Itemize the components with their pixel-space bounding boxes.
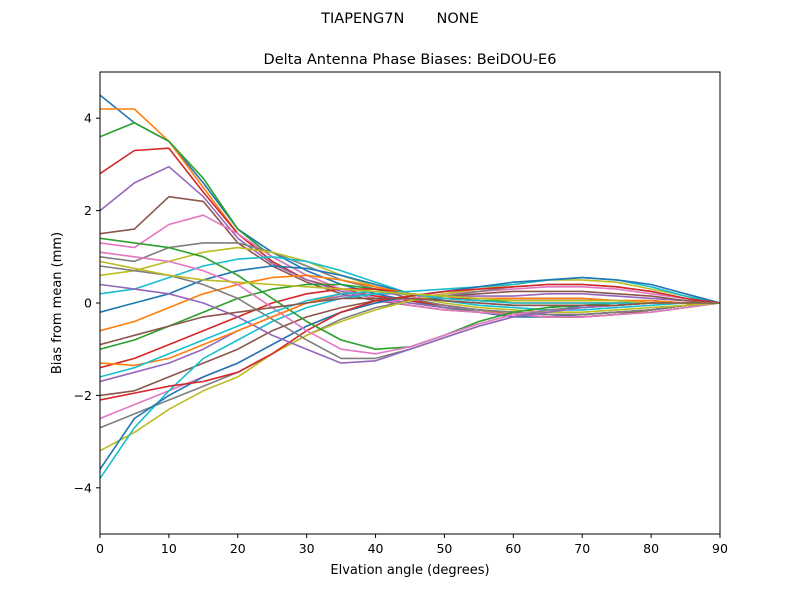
- x-tick-label: 80: [643, 541, 659, 556]
- series-line-s29: [100, 260, 720, 304]
- series-line-s7: [100, 214, 720, 318]
- y-tick-label: 2: [84, 203, 92, 218]
- series-line-s19: [100, 279, 720, 452]
- x-tick-label: 60: [505, 541, 521, 556]
- y-axis-label: Bias from mean (mm): [50, 232, 65, 374]
- plot-area: [100, 94, 720, 480]
- figure-suptitle: TIAPENG7N NONE: [320, 11, 479, 27]
- x-tick-label: 70: [574, 541, 590, 556]
- x-tick-label: 0: [96, 541, 104, 556]
- x-tick-label: 30: [299, 541, 315, 556]
- y-tick-label: 4: [84, 111, 92, 126]
- x-tick-label: 20: [230, 541, 246, 556]
- series-line-s30: [100, 297, 720, 346]
- y-tick-label: −4: [74, 480, 92, 495]
- x-axis-label: Elvation angle (degrees): [330, 563, 489, 578]
- chart-title: Delta Antenna Phase Biases: BeiDOU-E6: [264, 52, 557, 68]
- y-axis: −4 −2 0 2 4: [74, 111, 100, 495]
- series-line-s22: [100, 283, 720, 401]
- x-tick-label: 10: [161, 541, 177, 556]
- x-tick-label: 90: [712, 541, 728, 556]
- y-tick-label: −2: [74, 388, 92, 403]
- x-tick-label: 50: [436, 541, 452, 556]
- x-tick-label: 40: [368, 541, 384, 556]
- x-axis: 0 10 20 30 40 50 60 70 80 90: [96, 534, 728, 556]
- series-lines: [100, 94, 720, 480]
- y-tick-label: 0: [84, 296, 92, 311]
